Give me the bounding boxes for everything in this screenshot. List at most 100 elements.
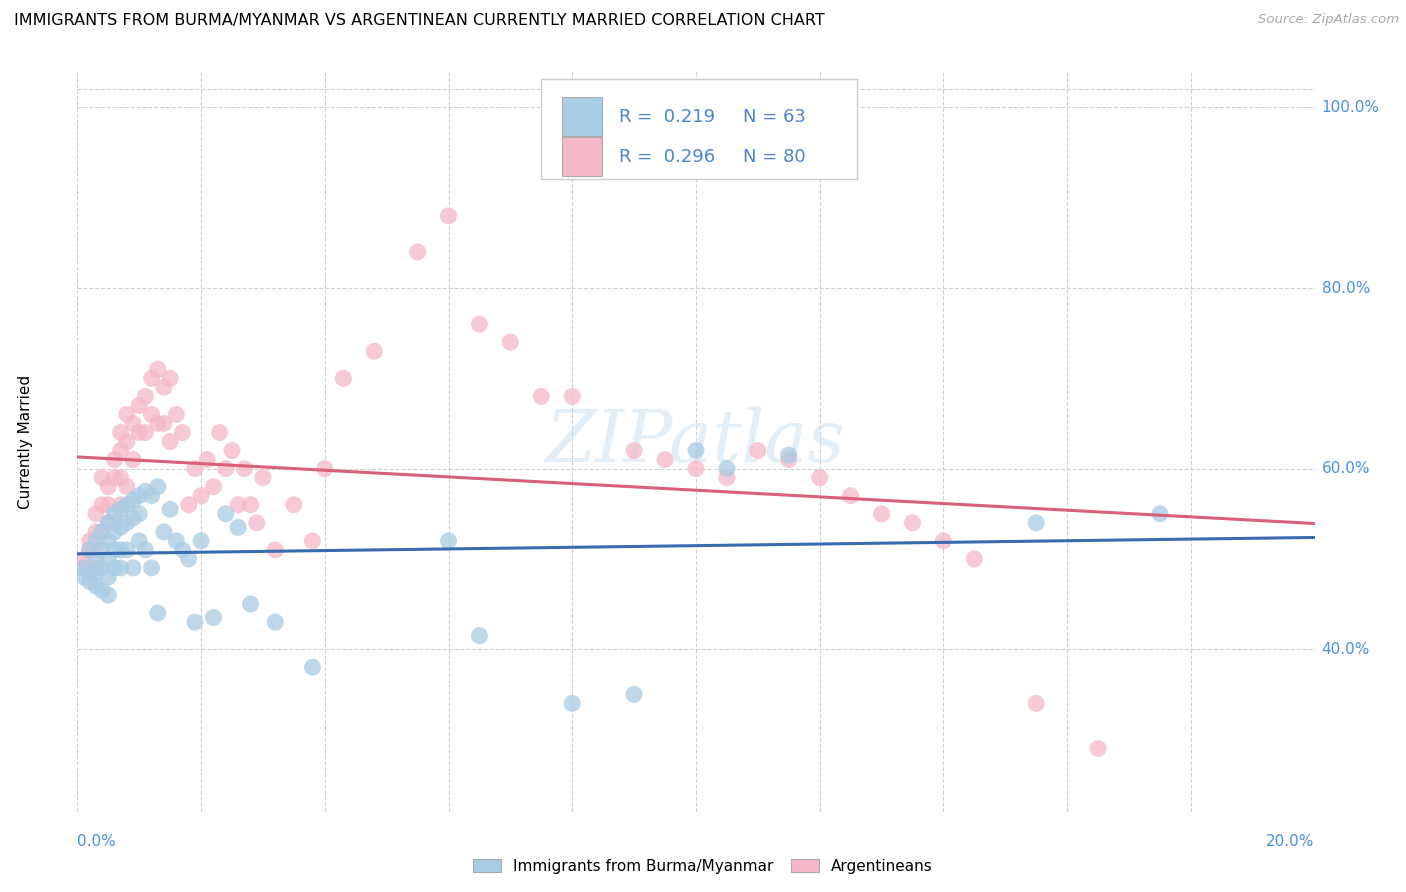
Point (184, 461, 207, 475)
Point (128, 489, 150, 503)
Text: N = 80: N = 80 (742, 147, 806, 166)
Point (202, 480, 225, 494)
Text: 100.0%: 100.0% (1322, 100, 1379, 115)
Point (97, 533, 120, 548)
Point (901, 516, 924, 530)
Point (153, 380, 176, 394)
Point (84, 507, 107, 521)
Point (685, 443, 707, 458)
Point (97, 588, 120, 602)
Point (153, 417, 176, 431)
Point (72, 561, 94, 575)
Point (363, 344, 385, 359)
Point (134, 389, 156, 403)
Point (103, 470, 125, 484)
FancyBboxPatch shape (541, 78, 856, 178)
Point (215, 507, 238, 521)
Point (252, 470, 274, 484)
Point (103, 507, 125, 521)
Point (159, 371, 181, 385)
Point (239, 597, 262, 611)
Point (84, 542, 107, 557)
Point (128, 425, 150, 440)
Point (239, 498, 262, 512)
Point (141, 371, 163, 385)
Text: 0.0%: 0.0% (77, 834, 117, 849)
Point (110, 542, 132, 557)
Point (716, 461, 738, 475)
Point (778, 448, 800, 462)
Point (468, 629, 491, 643)
Point (468, 317, 491, 331)
Point (97, 480, 120, 494)
Point (208, 425, 231, 440)
FancyBboxPatch shape (562, 97, 602, 136)
Point (226, 498, 249, 512)
Point (79, 566, 101, 580)
Legend: Immigrants from Burma/Myanmar, Argentineans: Immigrants from Burma/Myanmar, Argentine… (467, 853, 939, 880)
Point (202, 610, 225, 624)
Point (165, 533, 187, 548)
Point (128, 399, 150, 413)
Point (190, 533, 212, 548)
Point (115, 408, 138, 422)
Point (122, 561, 145, 575)
Point (134, 542, 156, 557)
Point (134, 484, 156, 499)
Point (499, 335, 522, 350)
Point (177, 498, 200, 512)
Point (963, 552, 986, 566)
Point (1025, 516, 1047, 530)
Point (195, 452, 218, 467)
Point (122, 417, 145, 431)
Point (110, 498, 132, 512)
Point (103, 542, 125, 557)
Point (778, 452, 800, 467)
Point (110, 502, 132, 516)
Point (153, 524, 176, 539)
Point (84, 561, 107, 575)
Point (91, 470, 114, 484)
Point (530, 389, 553, 403)
Point (159, 502, 181, 516)
Point (716, 470, 738, 484)
Point (146, 417, 169, 431)
Point (654, 452, 676, 467)
Point (226, 520, 249, 534)
Point (332, 371, 354, 385)
Point (103, 524, 125, 539)
Text: Currently Married: Currently Married (18, 375, 32, 508)
Point (623, 443, 645, 458)
Point (1025, 697, 1047, 711)
Point (172, 542, 194, 557)
Text: 20.0%: 20.0% (1267, 834, 1315, 849)
Text: N = 63: N = 63 (742, 108, 806, 126)
Point (177, 552, 200, 566)
Point (97, 498, 120, 512)
Point (134, 425, 156, 440)
Point (103, 516, 125, 530)
Point (406, 244, 429, 259)
Point (184, 615, 207, 629)
Point (747, 443, 769, 458)
Point (685, 461, 707, 475)
Point (97, 516, 120, 530)
Text: 40.0%: 40.0% (1322, 641, 1369, 657)
Point (84, 566, 107, 580)
Point (91, 524, 114, 539)
Text: Source: ZipAtlas.com: Source: ZipAtlas.com (1258, 13, 1399, 27)
Point (128, 533, 150, 548)
Point (283, 498, 305, 512)
Point (115, 542, 138, 557)
Point (122, 493, 145, 508)
Point (103, 561, 125, 575)
Point (97, 516, 120, 530)
Point (79, 574, 101, 589)
Text: ZIPatlas: ZIPatlas (546, 406, 846, 477)
Point (79, 542, 101, 557)
Point (146, 606, 169, 620)
Point (84, 533, 107, 548)
Point (115, 434, 138, 449)
Point (437, 209, 460, 223)
Point (97, 552, 120, 566)
